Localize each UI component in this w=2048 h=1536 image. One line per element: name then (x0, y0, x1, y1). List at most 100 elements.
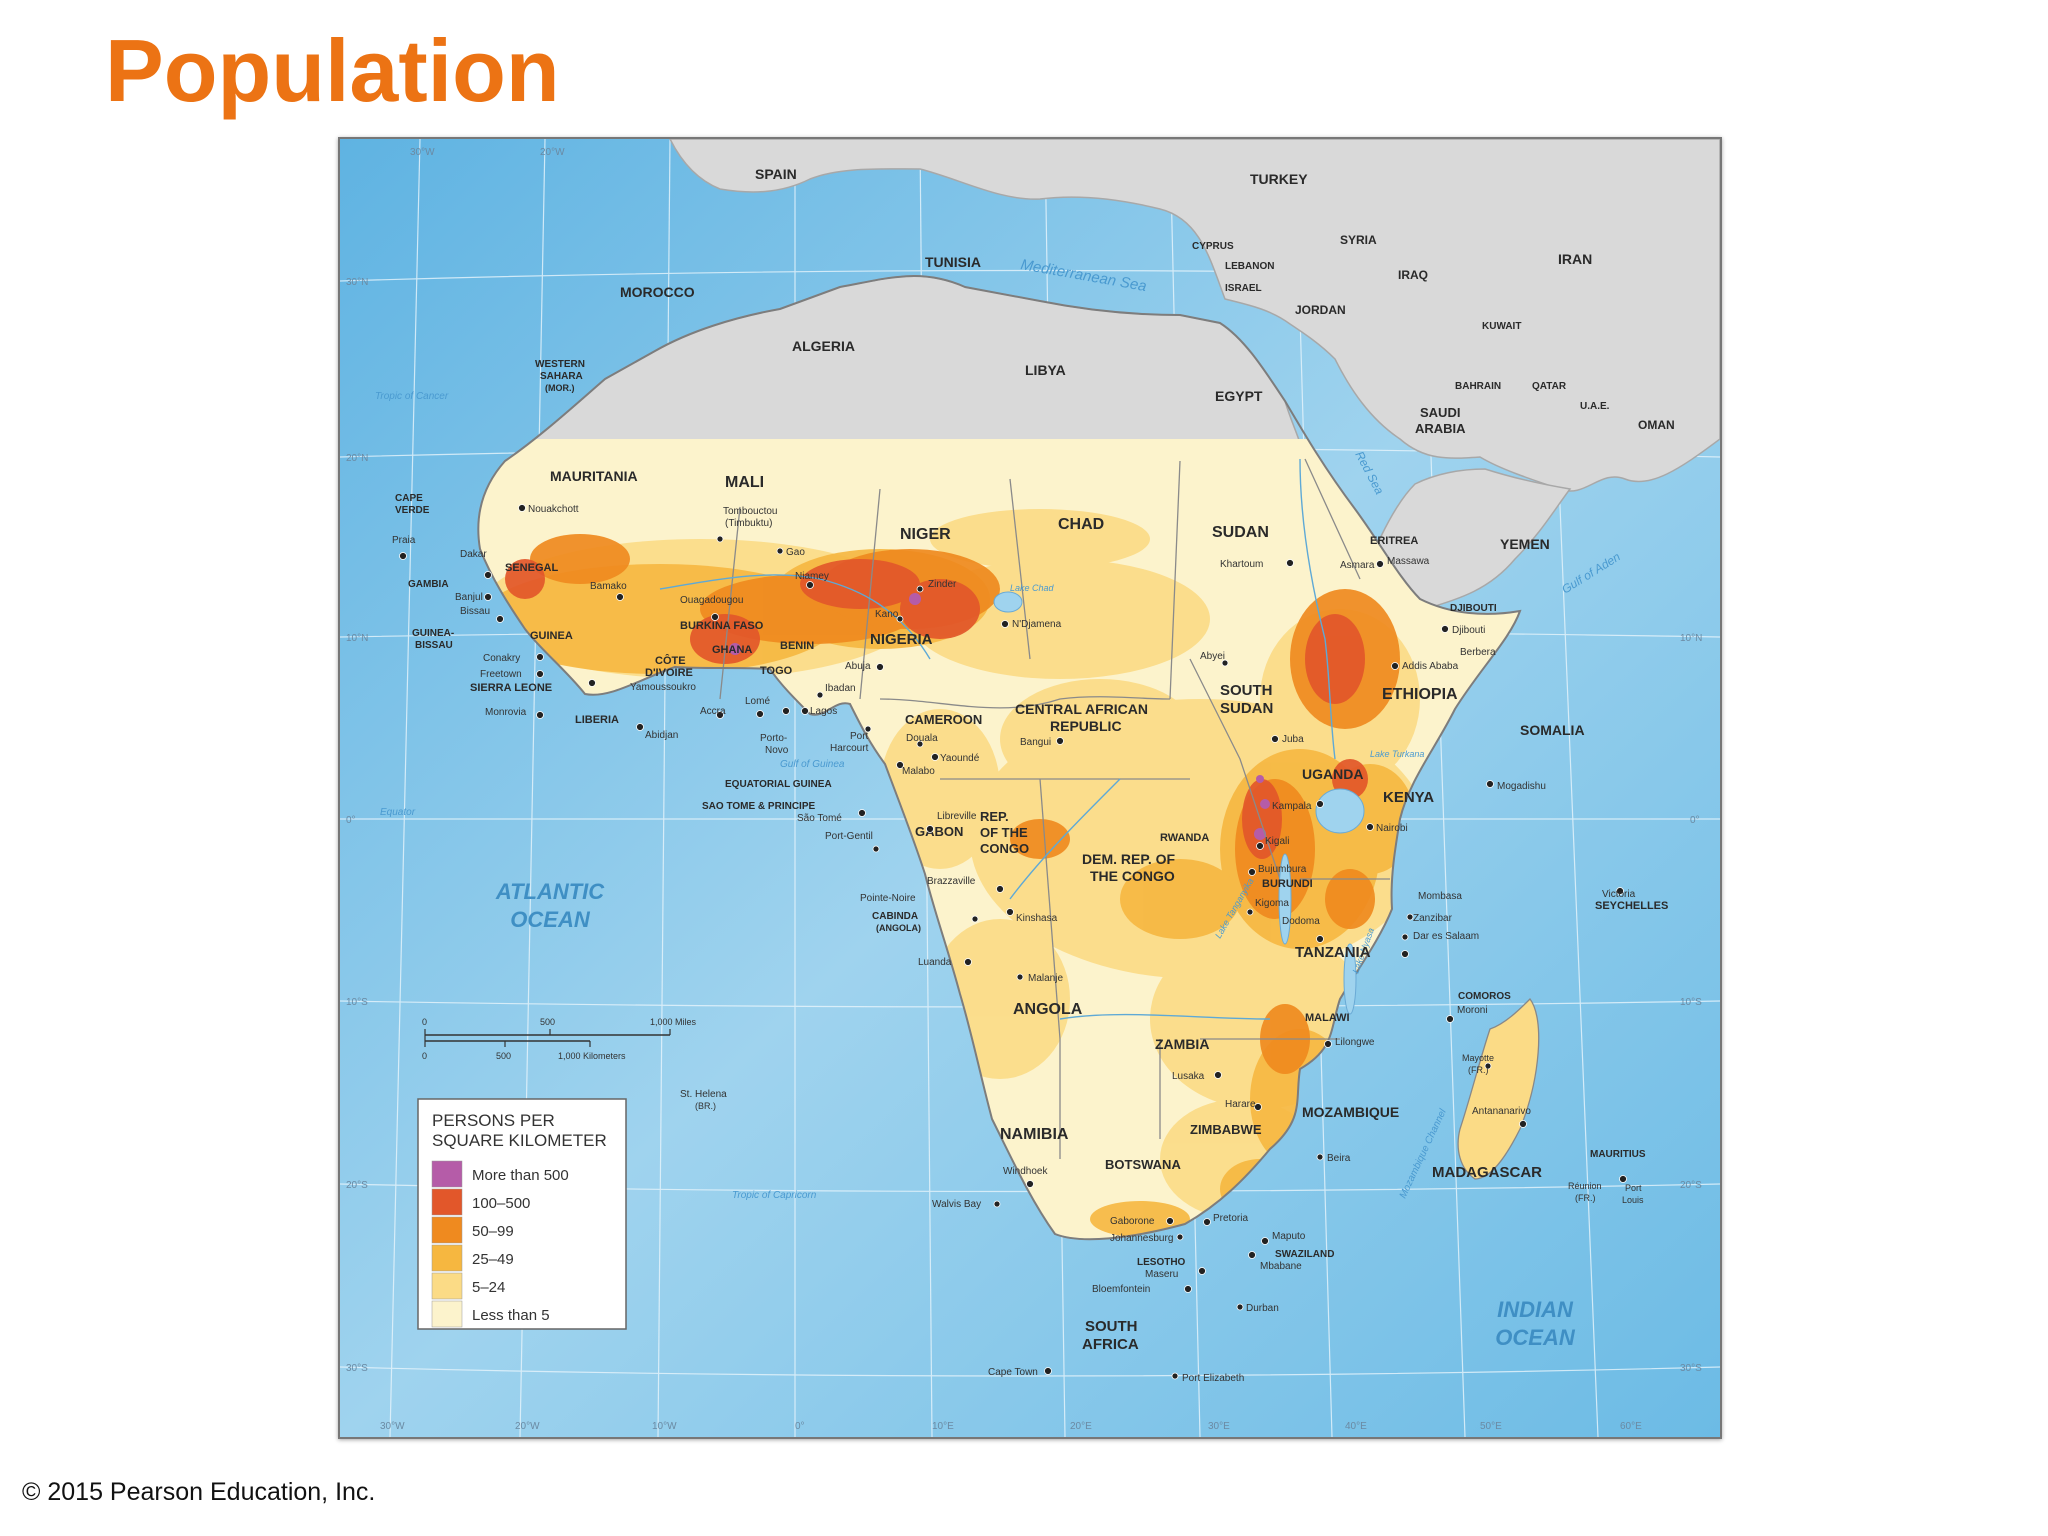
city-pointenoire: Pointe-Noire (860, 893, 916, 904)
grid-top-20w: 20°W (540, 147, 565, 158)
legend-swatch-2 (431, 1216, 463, 1244)
label-bahrain: BAHRAIN (1455, 381, 1501, 392)
city-bamako: Bamako (590, 581, 627, 592)
city-portharcourt-1: Port (850, 731, 869, 742)
scale-bar: 0 500 1,000 Miles 0 500 1,000 Kilometers (422, 1017, 697, 1061)
grid-bottom-10w: 10°W (652, 1421, 677, 1432)
city-daressalaam: Dar es Salaam (1413, 931, 1479, 942)
grid-bottom-40e: 40°E (1345, 1421, 1367, 1432)
city-conakry: Conakry (483, 653, 520, 664)
copyright-footer: © 2015 Pearson Education, Inc. (22, 1478, 376, 1506)
city-moroni: Moroni (1457, 1005, 1488, 1016)
label-algeria: ALGERIA (792, 338, 855, 354)
city-portonovo-2: Novo (765, 745, 789, 756)
legend-label-4: 5–24 (472, 1279, 505, 1296)
legend-label-3: 25–49 (472, 1251, 514, 1268)
label-guineabissau-2: BISSAU (415, 640, 453, 651)
grid-left-20s: 20°S (346, 1180, 368, 1191)
legend-title-2: SQUARE KILOMETER (432, 1131, 607, 1150)
indian-label-2: OCEAN (1495, 1325, 1576, 1350)
legend-swatch-3 (431, 1244, 463, 1272)
city-ouagadougou: Ouagadougou (680, 595, 743, 606)
label-egypt: EGYPT (1215, 388, 1263, 404)
city-dodoma: Dodoma (1282, 916, 1320, 927)
label-liberia: LIBERIA (575, 714, 619, 726)
scale-km-0: 0 (422, 1051, 427, 1061)
label-angola: ANGOLA (1013, 1001, 1083, 1018)
city-beira: Beira (1327, 1153, 1351, 1164)
label-morocco: MOROCCO (620, 284, 695, 300)
label-niger: NIGER (900, 526, 951, 543)
label-madagascar: MADAGASCAR (1432, 1164, 1542, 1181)
label-cape-2: VERDE (395, 505, 430, 516)
label-cameroon: CAMEROON (905, 712, 982, 727)
label-congo-1: REP. (980, 809, 1009, 824)
grid-left-20n: 20°N (346, 453, 368, 464)
grid-right-10n: 10°N (1680, 633, 1702, 644)
st-helena-label: St. Helena (680, 1089, 727, 1100)
label-somalia: SOMALIA (1520, 722, 1585, 738)
label-rwanda: RWANDA (1160, 832, 1209, 844)
scale-miles-1000: 1,000 Miles (650, 1017, 697, 1027)
label-drc-1: DEM. REP. OF (1082, 851, 1176, 867)
label-southafrica-2: AFRICA (1082, 1336, 1139, 1353)
city-kigali: Kigali (1265, 836, 1289, 847)
city-lusaka: Lusaka (1172, 1071, 1205, 1082)
city-gao: Gao (786, 547, 805, 558)
legend-title-1: PERSONS PER (432, 1111, 555, 1130)
city-niamey: Niamey (795, 571, 829, 582)
grid-left-30s: 30°S (346, 1363, 368, 1374)
page-title: Population (105, 21, 560, 120)
grid-right-10s: 10°S (1680, 997, 1702, 1008)
city-massawa: Massawa (1387, 556, 1430, 567)
city-windhoek: Windhoek (1003, 1166, 1048, 1177)
label-yemen: YEMEN (1500, 536, 1550, 552)
city-kano: Kano (875, 609, 899, 620)
label-cyprus: CYPRUS (1192, 241, 1234, 252)
grid-right-20s: 20°S (1680, 1180, 1702, 1191)
lakes (993, 591, 1365, 1015)
label-mauritius: MAURITIUS (1590, 1149, 1646, 1160)
scale-km-1000: 1,000 Kilometers (558, 1051, 626, 1061)
density-legend: PERSONS PER SQUARE KILOMETER More than 5… (417, 1098, 627, 1330)
grid-bottom-30w: 30°W (380, 1421, 405, 1432)
label-mauritania: MAURITANIA (550, 468, 638, 484)
tropic-cancer-label: Tropic of Cancer (375, 391, 449, 402)
legend-label-0: More than 500 (472, 1167, 569, 1184)
st-helena-br-label: (BR.) (695, 1101, 716, 1111)
scale-miles-0: 0 (422, 1017, 427, 1027)
label-cote-2: D'IVOIRE (645, 667, 693, 679)
grid-bottom-50e: 50°E (1480, 1421, 1502, 1432)
city-asmara: Asmara (1340, 560, 1375, 571)
grid-bottom-60e: 60°E (1620, 1421, 1642, 1432)
label-ethiopia: ETHIOPIA (1382, 686, 1458, 703)
label-cape-1: CAPE (395, 493, 423, 504)
city-berbera: Berbera (1460, 647, 1496, 658)
city-portgentil: Port-Gentil (825, 831, 873, 842)
city-durban: Durban (1246, 1303, 1279, 1314)
city-addis: Addis Ababa (1402, 661, 1459, 672)
city-nairobi: Nairobi (1376, 823, 1408, 834)
city-johannesburg: Johannesburg (1110, 1233, 1173, 1244)
label-turkey: TURKEY (1250, 171, 1308, 187)
label-mozambique: MOZAMBIQUE (1302, 1104, 1399, 1120)
label-malawi: MALAWI (1305, 1012, 1350, 1024)
legend-swatch-0 (431, 1160, 463, 1188)
city-antananarivo: Antananarivo (1472, 1106, 1531, 1117)
city-portlouis-2: Louis (1622, 1195, 1644, 1205)
label-drc-2: THE CONGO (1090, 868, 1175, 884)
city-khartoum: Khartoum (1220, 559, 1263, 570)
city-libreville: Libreville (937, 811, 977, 822)
label-seychelles: SEYCHELLES (1595, 900, 1668, 912)
city-douala: Douala (906, 733, 938, 744)
label-burkina: BURKINA FASO (680, 620, 764, 632)
city-capetown: Cape Town (988, 1367, 1038, 1378)
label-kuwait: KUWAIT (1482, 321, 1521, 332)
label-iran: IRAN (1558, 251, 1592, 267)
city-pretoria: Pretoria (1213, 1213, 1248, 1224)
legend-swatch-5 (431, 1300, 463, 1328)
label-lebanon: LEBANON (1225, 261, 1274, 272)
city-gaborone: Gaborone (1110, 1216, 1155, 1227)
city-zinder: Zinder (928, 579, 957, 590)
lake-chad-label: Lake Chad (1010, 583, 1055, 593)
